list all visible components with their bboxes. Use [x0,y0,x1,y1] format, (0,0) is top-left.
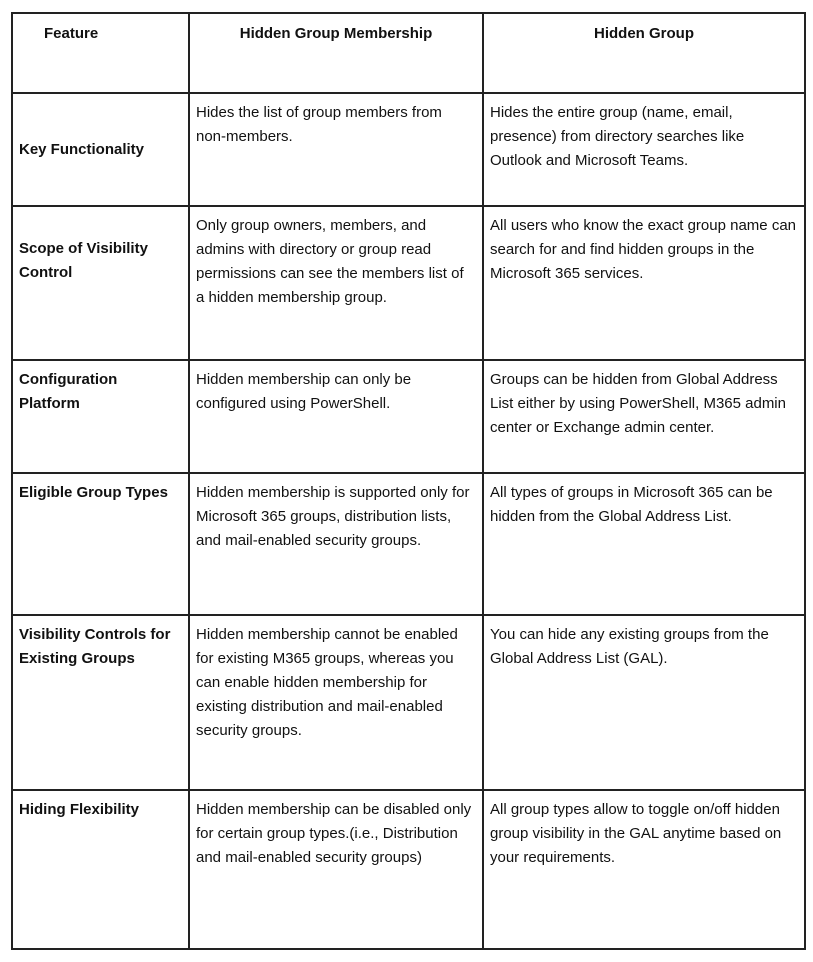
feature-cell: Eligible Group Types [11,472,190,616]
header-row: Feature Hidden Group Membership Hidden G… [11,12,806,94]
feature-cell: Configuration Platform [11,359,190,474]
table-row: Scope of Visibility Control Only group o… [11,205,806,361]
group-cell: Hides the entire group (name, email, pre… [482,92,806,207]
table-row: Visibility Controls for Existing Groups … [11,614,806,791]
group-cell: You can hide any existing groups from th… [482,614,806,791]
feature-cell: Key Functionality [11,92,190,207]
table-row: Key Functionality Hides the list of grou… [11,92,806,207]
header-feature: Feature [11,12,190,94]
header-hidden-group-membership: Hidden Group Membership [188,12,484,94]
feature-cell: Scope of Visibility Control [11,205,190,361]
membership-cell: Hidden membership is supported only for … [188,472,484,616]
table-row: Eligible Group Types Hidden membership i… [11,472,806,616]
membership-cell: Hidden membership can be disabled only f… [188,789,484,950]
feature-cell: Hiding Flexibility [11,789,190,950]
group-cell: All users who know the exact group name … [482,205,806,361]
membership-cell: Only group owners, members, and admins w… [188,205,484,361]
comparison-table: Feature Hidden Group Membership Hidden G… [11,12,806,950]
table-row: Hiding Flexibility Hidden membership can… [11,789,806,950]
membership-cell: Hidden membership can only be configured… [188,359,484,474]
table-row: Configuration Platform Hidden membership… [11,359,806,474]
group-cell: All group types allow to toggle on/off h… [482,789,806,950]
header-hidden-group: Hidden Group [482,12,806,94]
group-cell: Groups can be hidden from Global Address… [482,359,806,474]
group-cell: All types of groups in Microsoft 365 can… [482,472,806,616]
membership-cell: Hidden membership cannot be enabled for … [188,614,484,791]
feature-cell: Visibility Controls for Existing Groups [11,614,190,791]
membership-cell: Hides the list of group members from non… [188,92,484,207]
